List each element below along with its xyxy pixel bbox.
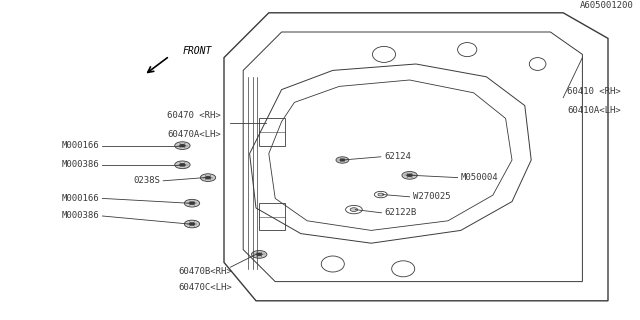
Circle shape xyxy=(252,251,267,258)
Circle shape xyxy=(184,220,200,228)
Circle shape xyxy=(378,193,383,196)
Circle shape xyxy=(175,142,190,149)
Circle shape xyxy=(350,208,358,212)
Text: 60470B<RH>: 60470B<RH> xyxy=(178,267,232,276)
Text: 62122B: 62122B xyxy=(384,208,416,217)
Text: 60470A<LH>: 60470A<LH> xyxy=(167,130,221,139)
Text: M000166: M000166 xyxy=(61,194,99,203)
Circle shape xyxy=(336,157,349,163)
Circle shape xyxy=(189,222,195,226)
Text: M050004: M050004 xyxy=(461,173,499,182)
Circle shape xyxy=(184,199,200,207)
Text: 60410A<LH>: 60410A<LH> xyxy=(567,106,621,115)
Text: A605001200: A605001200 xyxy=(580,1,634,10)
Text: M000166: M000166 xyxy=(61,141,99,150)
Text: M000386: M000386 xyxy=(61,160,99,169)
Text: 62124: 62124 xyxy=(384,152,411,161)
Text: 60470 <RH>: 60470 <RH> xyxy=(167,111,221,120)
Circle shape xyxy=(256,253,262,256)
Circle shape xyxy=(402,172,417,179)
Text: M000386: M000386 xyxy=(61,212,99,220)
Circle shape xyxy=(200,174,216,181)
Circle shape xyxy=(205,176,211,179)
Bar xyxy=(259,118,285,146)
Circle shape xyxy=(189,202,195,205)
Text: 60410 <RH>: 60410 <RH> xyxy=(567,87,621,96)
Circle shape xyxy=(179,163,186,166)
Circle shape xyxy=(406,174,413,177)
Circle shape xyxy=(340,159,345,161)
Circle shape xyxy=(179,144,186,147)
Text: 0238S: 0238S xyxy=(133,176,160,185)
Circle shape xyxy=(175,161,190,169)
Bar xyxy=(259,203,285,230)
Text: FRONT: FRONT xyxy=(182,45,212,56)
Text: 60470C<LH>: 60470C<LH> xyxy=(178,283,232,292)
Text: W270025: W270025 xyxy=(413,192,451,201)
